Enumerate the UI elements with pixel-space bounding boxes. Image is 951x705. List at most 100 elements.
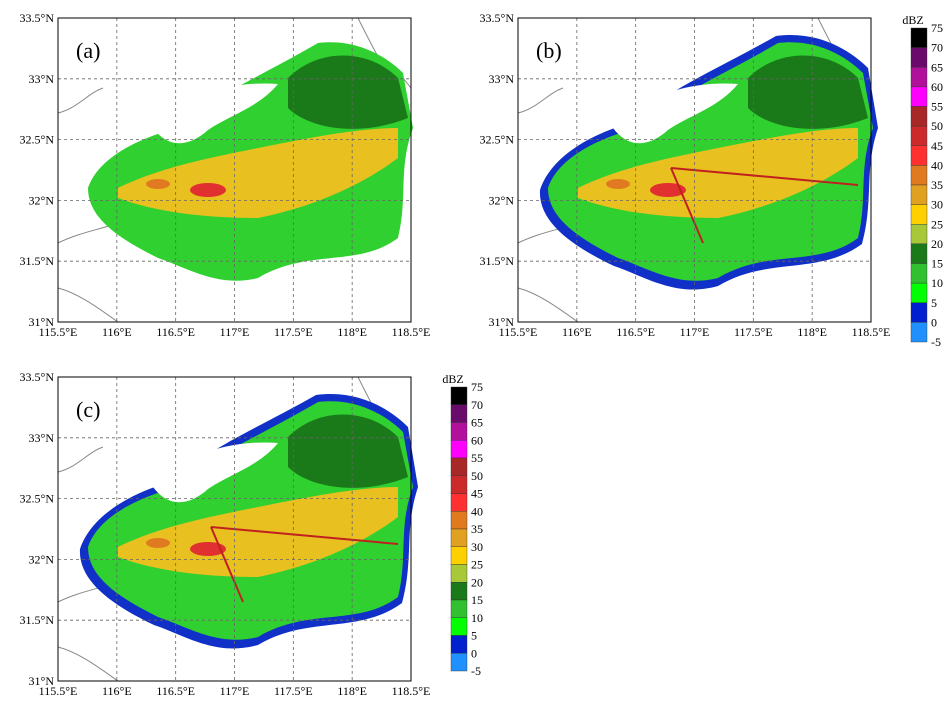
y-tick-label: 32°N — [29, 193, 55, 207]
colorbar-swatch — [910, 86, 928, 107]
colorbar-swatch — [450, 475, 468, 494]
echo-dark-green — [748, 55, 868, 129]
y-tick-label: 31.5°N — [20, 613, 55, 627]
y-tick-label: 32.5°N — [20, 492, 55, 506]
colorbar-swatch — [910, 302, 928, 323]
x-tick-label: 115.5°E — [39, 325, 78, 339]
colorbar-label: 45 — [471, 487, 483, 501]
colorbar-swatch — [910, 322, 928, 343]
x-tick-label: 116.5°E — [616, 325, 655, 339]
colorbar-swatch — [450, 564, 468, 583]
x-tick-label: 117.5°E — [274, 325, 313, 339]
colorbar-swatch — [910, 145, 928, 166]
colorbar-label: 70 — [471, 398, 483, 412]
colorbar-swatch — [910, 263, 928, 284]
colorbar-swatch — [450, 617, 468, 636]
colorbar-swatch — [910, 67, 928, 88]
colorbar-label: 45 — [931, 139, 943, 153]
colorbar-swatch — [450, 653, 468, 672]
colorbar-swatch — [910, 184, 928, 205]
panel-label: (a) — [76, 38, 100, 63]
y-tick-label: 31°N — [29, 315, 55, 329]
colorbar-label: 15 — [471, 593, 483, 607]
y-tick-label: 32.5°N — [480, 133, 515, 147]
colorbar-swatch — [910, 165, 928, 186]
colorbar-swatch — [910, 125, 928, 146]
x-tick-label: 116°E — [562, 325, 592, 339]
colorbar-label: 50 — [471, 469, 483, 483]
colorbar-swatch — [450, 582, 468, 601]
colorbar-label: 55 — [931, 100, 943, 114]
colorbar-swatch — [910, 204, 928, 225]
radial-artifact — [210, 526, 244, 603]
colorbar-swatch — [910, 27, 928, 48]
colorbar-swatch — [910, 106, 928, 127]
colorbar-swatch — [450, 493, 468, 512]
x-tick-label: 116.5°E — [156, 325, 195, 339]
colorbar-label: 50 — [931, 119, 943, 133]
colorbar-label: 25 — [931, 217, 943, 231]
x-tick-label: 115.5°E — [499, 325, 538, 339]
colorbar-label: 65 — [931, 60, 943, 74]
colorbar-label: 20 — [471, 575, 483, 589]
colorbar-swatch — [450, 440, 468, 459]
y-tick-label: 31.5°N — [480, 254, 515, 268]
y-tick-label: 31.5°N — [20, 254, 55, 268]
colorbar-swatch — [450, 422, 468, 441]
map-frame — [517, 17, 872, 323]
map-panel: 115.5°E 116°E 116.5°E 117°E 117.5°E 118°E 118.… — [480, 11, 891, 339]
echo-clear — [153, 83, 278, 144]
colorbar-swatch — [450, 404, 468, 423]
y-tick-label: 33.5°N — [20, 11, 55, 25]
x-tick-label: 118.5°E — [392, 325, 431, 339]
echo-clear — [153, 442, 278, 503]
y-tick-label: 32°N — [29, 552, 55, 566]
map-frame — [57, 17, 412, 323]
x-tick-label: 118°E — [797, 325, 827, 339]
echo-core — [190, 183, 226, 197]
colorbar-swatch — [450, 635, 468, 654]
y-tick-label: 33°N — [29, 431, 55, 445]
colorbar-swatch — [910, 282, 928, 303]
colorbar-label: 5 — [931, 296, 937, 310]
panel-label: (b) — [536, 38, 562, 63]
colorbar-label: 30 — [471, 540, 483, 554]
y-tick-label: 33.5°N — [20, 370, 55, 384]
x-tick-label: 117°E — [680, 325, 710, 339]
colorbar-label: -5 — [931, 335, 941, 349]
colorbar-label: 5 — [471, 629, 477, 643]
colorbar-label: 35 — [471, 522, 483, 536]
x-tick-label: 117°E — [220, 325, 250, 339]
y-tick-label: 32.5°N — [20, 133, 55, 147]
echo-clear — [613, 83, 738, 144]
colorbar-label: 75 — [471, 380, 483, 394]
colorbar-label: 75 — [931, 21, 943, 35]
province-border — [57, 17, 412, 323]
x-tick-label: 117.5°E — [274, 684, 313, 698]
x-tick-label: 118°E — [337, 325, 367, 339]
colorbar-label: 10 — [471, 611, 483, 625]
map-panel: 115.5°E 116°E 116.5°E 117°E 117.5°E 118°E 118.… — [20, 11, 431, 339]
y-tick-label: 31°N — [29, 674, 55, 688]
y-tick-label: 33°N — [29, 72, 55, 86]
y-tick-label: 33°N — [489, 72, 515, 86]
colorbar-swatch — [450, 528, 468, 547]
panel-label: (c) — [76, 397, 100, 422]
colorbar-swatch — [450, 386, 468, 405]
colorbar-label: 10 — [931, 276, 943, 290]
echo-strong — [118, 128, 398, 218]
colorbar-swatch — [450, 546, 468, 565]
radial-artifact — [210, 526, 399, 545]
radial-artifact — [670, 167, 704, 244]
x-tick-label: 118.5°E — [852, 325, 891, 339]
province-border — [57, 376, 412, 682]
province-border — [517, 17, 872, 323]
x-tick-label: 116.5°E — [156, 684, 195, 698]
colorbar-swatch — [450, 511, 468, 530]
y-tick-label: 33.5°N — [480, 11, 515, 25]
colorbar-label: 35 — [931, 178, 943, 192]
colorbar-label: 0 — [471, 646, 477, 660]
echo-core — [146, 538, 170, 548]
echo-core — [190, 542, 226, 556]
